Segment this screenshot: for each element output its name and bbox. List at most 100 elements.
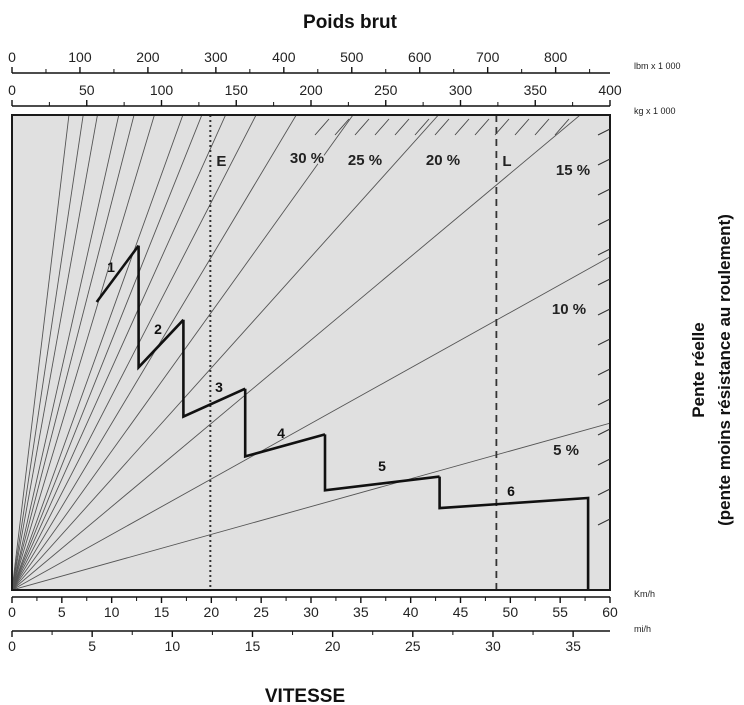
mih-axis-tick-label: 10: [165, 638, 181, 654]
gear-curve: [95, 244, 140, 303]
right-tick: [597, 458, 611, 466]
lbs-axis-tick-label: 500: [340, 49, 364, 65]
lbs-axis-tick-label: 300: [204, 49, 228, 65]
y-axis-label: Pente réelle (pente moins résistance au …: [689, 214, 734, 526]
kg-axis-tick-label: 300: [449, 82, 473, 98]
right-tick: [597, 248, 611, 256]
grade-line: [12, 115, 257, 590]
right-tick: [597, 278, 611, 286]
grade-label: 5 %: [553, 442, 579, 459]
kg-axis-tick-label: 350: [524, 82, 548, 98]
reference-line-label: L: [502, 153, 511, 170]
gear-curve: [137, 245, 185, 371]
kmh-axis-tick-label: 50: [503, 604, 519, 620]
reference-line-label: E: [216, 153, 226, 170]
lbs-axis-tick-label: 0: [8, 49, 16, 65]
kmh-axis-tick-label: 45: [453, 604, 469, 620]
right-tick: [597, 428, 611, 436]
top-hatch-line: [354, 118, 370, 136]
gear-label: 1: [107, 259, 115, 275]
grade-line: [12, 115, 581, 590]
plot-border: [11, 114, 611, 591]
mih-axis-unit: mi/h: [634, 624, 651, 634]
lbs-axis-tick-label: 600: [408, 49, 432, 65]
top-hatch-line: [414, 118, 430, 136]
gear-label: 4: [277, 425, 285, 441]
gear-curve: [323, 434, 440, 492]
grade-line: [12, 256, 610, 590]
grade-labels: 5 % 10 % 15 % 20 % 25 % 30 %: [288, 148, 592, 461]
grade-line: [12, 115, 155, 590]
top-hatch-line: [514, 118, 530, 136]
mih-axis-tick-label: 5: [88, 638, 96, 654]
right-tick: [597, 218, 611, 226]
gear-label: 6: [507, 483, 515, 499]
right-ticks: [597, 128, 611, 526]
top-hatch: [314, 118, 570, 136]
mih-axis-tick-label: 35: [565, 638, 581, 654]
kmh-axis-unit: Km/h: [634, 589, 655, 599]
top-hatch-line: [334, 118, 350, 136]
right-tick: [597, 518, 611, 526]
right-tick: [597, 188, 611, 196]
grade-lines: [12, 115, 610, 590]
gear-label: 3: [215, 379, 223, 395]
kmh-axis-tick-label: 15: [154, 604, 170, 620]
plot-area: [12, 115, 610, 590]
mih-axis-tick-label: 0: [8, 638, 16, 654]
kg-axis-tick-label: 250: [374, 82, 398, 98]
y-axis-label-line2: (pente moins résistance au roulement): [715, 214, 734, 526]
bottom-axes: 0 5 10 15 20 25 30 35 40 45 50 55 60 Km/h 0 5 10 15 20 25 30…: [8, 589, 655, 654]
kmh-axis-tick-label: 35: [353, 604, 369, 620]
lbs-axis-tick-label: 100: [68, 49, 92, 65]
kg-axis-tick-label: 150: [225, 82, 249, 98]
grade-label: 30 %: [290, 150, 324, 167]
kmh-axis-tick-label: 5: [58, 604, 66, 620]
kmh-axis-tick-label: 40: [403, 604, 419, 620]
grade-line: [12, 422, 610, 590]
gear-label: 5: [378, 458, 386, 474]
gear-curves: 1 2 3 4 5 6: [95, 244, 590, 590]
kmh-axis-tick-label: 60: [602, 604, 618, 620]
top-hatch-line: [534, 118, 550, 136]
top-hatch-line: [554, 118, 570, 136]
mih-axis-tick-label: 20: [325, 638, 341, 654]
right-tick: [597, 128, 611, 136]
grade-label: 10 %: [552, 301, 586, 318]
top-hatch-line: [314, 118, 330, 136]
top-hatch-line: [434, 118, 450, 136]
grade-line: [12, 115, 203, 590]
gear-curve: [182, 319, 246, 419]
grade-label: 15 %: [556, 162, 590, 179]
kmh-axis-tick-label: 10: [104, 604, 120, 620]
gear-label: 2: [154, 321, 162, 337]
top-hatch-line: [454, 118, 470, 136]
grade-line: [12, 115, 184, 590]
kg-axis-tick-label: 50: [79, 82, 95, 98]
mih-axis-tick-label: 15: [245, 638, 261, 654]
right-tick: [597, 338, 611, 346]
kg-axis-unit: kg x 1 000: [634, 106, 676, 116]
lbs-axis-unit: lbm x 1 000: [634, 61, 681, 71]
kmh-axis-tick-label: 0: [8, 604, 16, 620]
mih-axis-tick-label: 25: [405, 638, 421, 654]
lbs-axis-tick-label: 800: [544, 49, 568, 65]
grade-label: 20 %: [426, 152, 460, 169]
right-tick: [597, 398, 611, 406]
kg-axis-tick-label: 200: [299, 82, 323, 98]
grade-line: [12, 115, 227, 590]
grade-line: [12, 115, 120, 590]
lbs-axis-tick-label: 400: [272, 49, 296, 65]
kg-axis-tick-label: 100: [150, 82, 174, 98]
kmh-axis-tick-label: 25: [253, 604, 269, 620]
kmh-axis-tick-label: 20: [204, 604, 220, 620]
x-axis-label: VITESSE: [265, 686, 345, 705]
kg-axis-tick-label: 0: [8, 82, 16, 98]
right-tick: [597, 368, 611, 376]
y-axis-label-line1: Pente réelle: [689, 322, 708, 417]
right-tick: [597, 158, 611, 166]
gear-curve: [243, 388, 326, 459]
gear-curve: [438, 476, 590, 590]
